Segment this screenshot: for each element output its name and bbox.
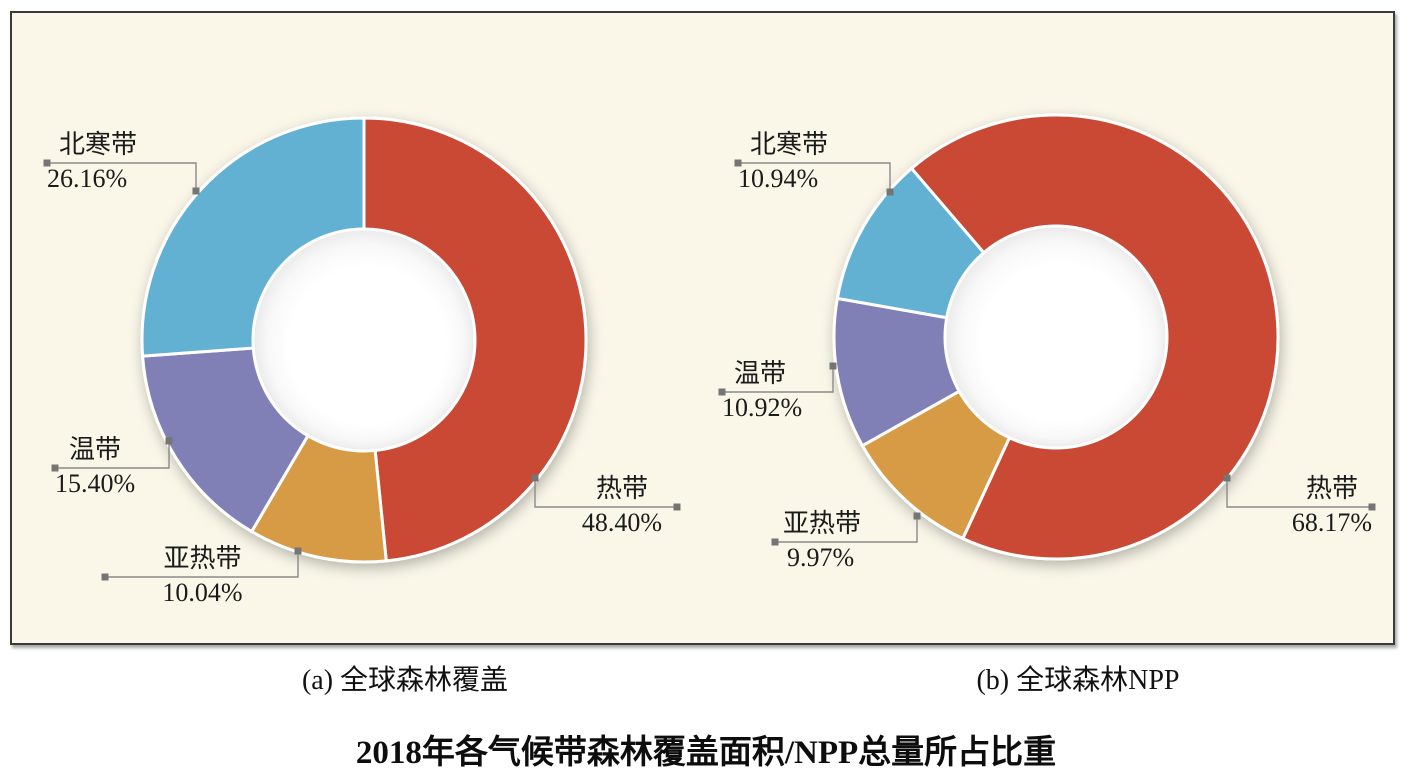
callout-a-temperate-name: 温带 [69,435,122,464]
leader-square-a-temperate-1 [51,464,59,472]
callout-a-boreal-name: 北寒带 [59,130,138,159]
donut-b [832,113,1280,561]
callout-b-boreal-name: 北寒带 [750,130,829,159]
callout-b-tropical-name: 热带 [1305,474,1358,503]
callout-b-temperate-name: 温带 [734,359,787,388]
callout-b-subtropical-value: 9.97% [787,543,855,572]
leader-square-a-tropical-0 [531,474,539,482]
leader-line-a-temperate [55,441,170,469]
leader-square-a-temperate-0 [165,437,173,445]
callout-b-tropical: 热带 68.17% [1252,474,1372,538]
leader-square-b-subtropical-0 [913,512,921,520]
leader-square-a-boreal-1 [43,159,51,167]
callout-b-boreal-value: 10.94% [738,164,819,193]
leader-square-a-subtropical-1 [101,573,109,581]
leader-square-b-tropical-0 [1223,474,1231,482]
callout-a-boreal-value: 26.16% [47,164,128,193]
callout-a-subtropical-value: 10.04% [162,578,243,607]
leader-line-a-tropical [534,478,677,508]
callout-a-subtropical-name: 亚热带 [163,544,242,573]
leader-square-b-subtropical-1 [771,538,779,546]
caption-chart-b: (b) 全球森林NPP [976,665,1180,696]
leader-square-b-boreal-1 [734,159,742,167]
leader-square-a-subtropical-0 [294,547,302,555]
leader-square-b-temperate-0 [829,362,837,370]
callout-b-subtropical-name: 亚热带 [783,509,862,538]
leader-line-b-subtropical [775,516,918,543]
callout-a-temperate-value: 15.40% [55,469,136,498]
callout-b-tropical-value: 68.17% [1291,508,1372,537]
leader-square-b-tropical-1 [1368,503,1376,511]
leader-line-a-boreal [47,162,197,191]
leader-line-b-boreal [738,162,891,192]
callout-b-boreal: 北寒带 10.94% [738,130,888,194]
callout-a-tropical-name: 热带 [595,474,648,503]
callout-b-temperate: 温带 10.92% [722,359,835,423]
leader-square-a-tropical-1 [673,503,681,511]
donut-b-hole [943,224,1169,450]
callout-a-temperate: 温带 15.40% [55,435,170,499]
callout-a-subtropical: 亚热带 10.04% [105,544,300,608]
leader-square-a-boreal-0 [192,187,200,195]
callout-b-temperate-value: 10.92% [722,393,803,422]
leader-square-b-boreal-0 [886,188,894,196]
caption-chart-a: (a) 全球森林覆盖 [301,665,509,696]
leader-line-a-subtropical [105,551,299,578]
callout-a-tropical: 热带 48.40% [566,474,678,538]
leader-line-b-temperate [722,366,834,393]
donut-a [140,116,588,564]
donut-a-hole [251,227,477,453]
callout-b-subtropical: 亚热带 9.97% [775,509,918,573]
figure-title: 2018年各气候带森林覆盖面积/NPP总量所占比重 [355,735,1057,771]
leader-square-b-temperate-1 [718,388,726,396]
callout-a-boreal: 北寒带 26.16% [47,130,197,194]
leader-line-b-tropical [1226,478,1372,508]
callout-a-tropical-value: 48.40% [581,508,663,537]
